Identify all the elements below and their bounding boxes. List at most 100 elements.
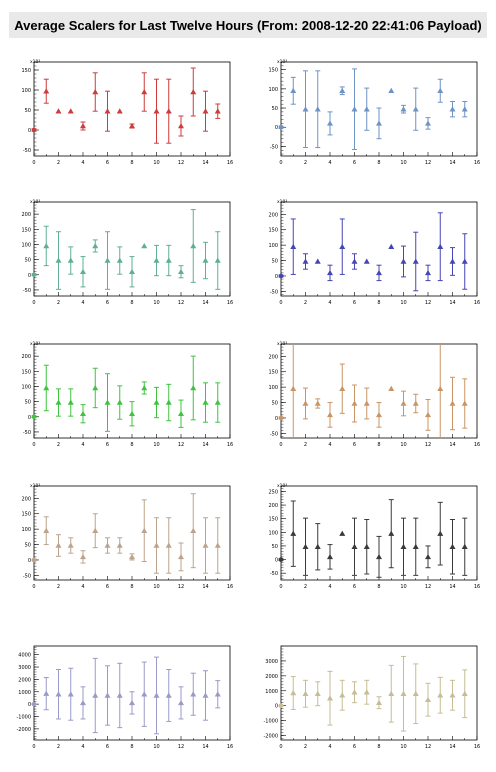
x-tick-label: 4 (328, 442, 331, 448)
marker-triangle (92, 527, 99, 533)
marker-circle (31, 557, 37, 563)
marker-triangle (80, 699, 86, 706)
data-point (116, 537, 123, 554)
y-tick-label: 150 (268, 68, 278, 74)
marker-triangle (461, 690, 468, 696)
data-point (302, 679, 309, 708)
marker-triangle (449, 692, 456, 698)
marker-triangle (339, 87, 346, 94)
data-point (437, 676, 444, 714)
marker-triangle (80, 553, 86, 560)
y-tick-label: -50 (23, 430, 31, 436)
marker-triangle (116, 108, 123, 114)
x-tick-label: 0 (32, 160, 35, 166)
x-tick-label: 0 (32, 300, 35, 306)
x-tick-label: 6 (106, 442, 109, 448)
marker-triangle (153, 257, 160, 263)
marker-triangle (425, 120, 431, 126)
marker-triangle (153, 108, 160, 114)
marker-triangle (104, 399, 111, 405)
marker-triangle (290, 243, 297, 249)
data-point (43, 364, 50, 412)
data-point (351, 68, 358, 150)
y-tick-label: -50 (270, 289, 278, 295)
marker-triangle (425, 696, 431, 702)
y-tick-label: 100 (21, 384, 31, 390)
data-point (425, 398, 431, 431)
plot-frame (33, 485, 231, 581)
x-tick-label: 4 (81, 744, 84, 750)
data-point (92, 657, 99, 734)
marker-triangle (449, 400, 456, 406)
data-point (400, 245, 407, 278)
data-point (55, 669, 62, 720)
data-point (327, 544, 333, 570)
marker-triangle (290, 690, 297, 696)
x-tick-label: 12 (425, 300, 431, 306)
x-tick-label: 6 (106, 744, 109, 750)
marker-triangle (92, 384, 99, 391)
marker-triangle (461, 400, 468, 406)
y-exponent-label: x10³ (30, 483, 40, 489)
x-tick-label: 6 (106, 160, 109, 166)
marker-triangle (351, 400, 358, 406)
data-point (178, 686, 184, 720)
x-tick-label: 6 (106, 584, 109, 590)
x-tick-label: 4 (328, 160, 331, 166)
y-tick-label: 50 (25, 400, 31, 406)
marker-triangle (178, 268, 184, 274)
y-exponent-label: x10³ (277, 483, 287, 489)
data-point (351, 681, 358, 704)
marker-triangle (302, 400, 309, 406)
data-point (412, 393, 419, 414)
y-tick-label: 100 (21, 88, 31, 94)
x-tick-label: 14 (202, 744, 208, 750)
y-tick-label: -50 (270, 431, 278, 437)
data-point (104, 231, 111, 290)
marker-triangle (376, 120, 382, 126)
data-point (437, 78, 444, 103)
marker-triangle (67, 691, 74, 697)
data-point (412, 517, 419, 576)
y-tick-label: 2000 (18, 677, 31, 683)
x-tick-label: 14 (202, 160, 208, 166)
data-point (202, 241, 209, 280)
data-point (165, 669, 172, 722)
marker-triangle (339, 385, 346, 391)
data-point (449, 101, 456, 118)
y-tick-label: 100 (21, 527, 31, 533)
marker-circle (31, 701, 37, 707)
marker-triangle (129, 410, 135, 416)
data-point (461, 101, 468, 118)
data-point (116, 662, 123, 729)
x-tick-label: 2 (57, 584, 60, 590)
data-point (351, 384, 358, 423)
y-tick-label: 0 (28, 128, 31, 134)
data-point (339, 218, 346, 275)
data-point (214, 517, 221, 574)
data-point (449, 376, 456, 431)
data-point (153, 78, 160, 144)
marker-triangle (327, 269, 333, 276)
data-point (43, 225, 50, 267)
marker-triangle (425, 553, 431, 560)
marker-triangle (116, 257, 123, 263)
y-tick-label: 4000 (18, 653, 31, 659)
marker-triangle (351, 689, 358, 695)
marker-triangle (363, 543, 370, 550)
marker-triangle (327, 553, 333, 560)
x-tick-label: 10 (153, 744, 159, 750)
data-point (55, 388, 62, 417)
x-tick-label: 10 (153, 584, 159, 590)
x-tick-label: 12 (178, 300, 184, 306)
marker-triangle (116, 542, 123, 548)
marker-triangle (202, 399, 209, 405)
marker-triangle (412, 106, 419, 112)
marker-triangle (55, 108, 62, 114)
y-tick-label: 200 (21, 212, 31, 218)
marker-triangle (43, 384, 50, 391)
marker-circle (278, 124, 284, 130)
y-tick-label: 50 (272, 544, 278, 550)
data-point (425, 117, 431, 130)
